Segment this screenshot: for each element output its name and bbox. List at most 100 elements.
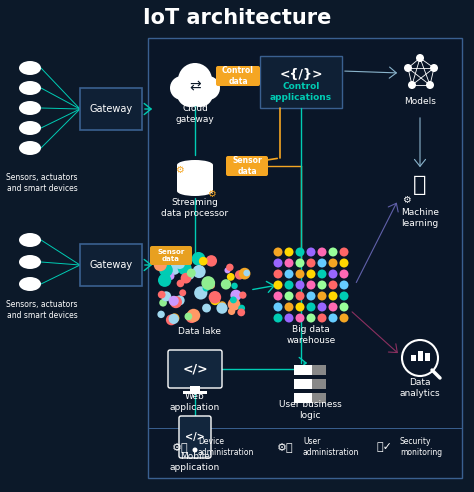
Circle shape <box>339 313 348 322</box>
Circle shape <box>231 282 238 289</box>
Circle shape <box>426 81 434 89</box>
Circle shape <box>230 290 242 301</box>
Text: Web
application: Web application <box>170 392 220 412</box>
Ellipse shape <box>19 255 41 269</box>
Circle shape <box>230 297 237 304</box>
Text: Data
analytics: Data analytics <box>400 378 440 398</box>
FancyBboxPatch shape <box>183 391 207 394</box>
Circle shape <box>339 303 348 311</box>
Circle shape <box>284 291 293 301</box>
Circle shape <box>187 81 213 107</box>
Circle shape <box>318 247 327 256</box>
Text: Cloud
gateway: Cloud gateway <box>176 104 214 123</box>
Text: </>: </> <box>185 432 205 442</box>
Text: Security
monitoring: Security monitoring <box>400 437 442 457</box>
Circle shape <box>295 303 304 311</box>
Circle shape <box>158 274 171 287</box>
Circle shape <box>295 270 304 278</box>
Circle shape <box>184 312 192 320</box>
Circle shape <box>295 258 304 268</box>
Circle shape <box>221 279 231 290</box>
FancyBboxPatch shape <box>425 353 430 361</box>
Text: Gateway: Gateway <box>90 104 133 114</box>
Text: Gateway: Gateway <box>90 260 133 270</box>
FancyBboxPatch shape <box>312 393 326 403</box>
Circle shape <box>192 265 206 278</box>
Circle shape <box>201 276 215 290</box>
Circle shape <box>202 304 211 312</box>
Circle shape <box>186 271 194 279</box>
FancyBboxPatch shape <box>179 416 211 458</box>
FancyBboxPatch shape <box>190 386 200 391</box>
Circle shape <box>159 299 167 307</box>
Text: </>: </> <box>182 363 208 375</box>
Circle shape <box>273 303 283 311</box>
FancyBboxPatch shape <box>260 56 342 108</box>
Text: User
administration: User administration <box>303 437 359 457</box>
Ellipse shape <box>177 186 213 196</box>
Circle shape <box>284 280 293 289</box>
Circle shape <box>408 81 416 89</box>
Circle shape <box>328 303 337 311</box>
Circle shape <box>170 313 180 323</box>
Text: ⚙👤: ⚙👤 <box>172 442 188 452</box>
Circle shape <box>273 270 283 278</box>
Circle shape <box>218 301 226 309</box>
Circle shape <box>226 264 234 271</box>
Circle shape <box>192 448 198 453</box>
FancyBboxPatch shape <box>216 66 260 86</box>
Circle shape <box>157 310 165 318</box>
Ellipse shape <box>19 121 41 135</box>
Text: 🛡✓: 🛡✓ <box>377 442 393 452</box>
FancyBboxPatch shape <box>226 156 268 176</box>
Circle shape <box>153 254 164 265</box>
Text: Sensor
data: Sensor data <box>232 156 262 176</box>
Circle shape <box>284 313 293 322</box>
Text: Sensors, actuators
and smart devices: Sensors, actuators and smart devices <box>6 173 78 193</box>
Circle shape <box>235 270 244 279</box>
Bar <box>177 165 213 178</box>
Text: ⇄: ⇄ <box>189 79 201 93</box>
FancyBboxPatch shape <box>168 350 222 388</box>
Circle shape <box>199 257 208 266</box>
Circle shape <box>273 313 283 322</box>
Circle shape <box>166 314 177 325</box>
FancyBboxPatch shape <box>411 355 416 361</box>
Circle shape <box>284 303 293 311</box>
Circle shape <box>339 280 348 289</box>
Circle shape <box>154 258 167 271</box>
Circle shape <box>307 313 316 322</box>
Circle shape <box>238 305 245 311</box>
Circle shape <box>169 264 180 275</box>
Circle shape <box>284 247 293 256</box>
Circle shape <box>202 284 210 292</box>
Circle shape <box>339 247 348 256</box>
Circle shape <box>339 291 348 301</box>
Circle shape <box>307 247 316 256</box>
Text: ⚙: ⚙ <box>174 165 183 175</box>
Circle shape <box>273 247 283 256</box>
Circle shape <box>170 76 194 100</box>
Circle shape <box>328 247 337 256</box>
Circle shape <box>209 291 221 304</box>
Circle shape <box>239 291 246 299</box>
Ellipse shape <box>19 141 41 155</box>
Circle shape <box>273 258 283 268</box>
Ellipse shape <box>19 233 41 247</box>
Circle shape <box>209 282 215 289</box>
Circle shape <box>318 291 327 301</box>
Ellipse shape <box>19 277 41 291</box>
Circle shape <box>178 63 212 97</box>
Circle shape <box>170 296 182 308</box>
Text: Control
applications: Control applications <box>270 82 332 102</box>
Circle shape <box>179 289 186 296</box>
Circle shape <box>307 291 316 301</box>
Circle shape <box>328 291 337 301</box>
Circle shape <box>176 256 186 265</box>
Circle shape <box>339 270 348 278</box>
Circle shape <box>174 258 185 269</box>
Circle shape <box>307 280 316 289</box>
Ellipse shape <box>177 160 213 170</box>
Circle shape <box>328 258 337 268</box>
Circle shape <box>158 291 165 299</box>
